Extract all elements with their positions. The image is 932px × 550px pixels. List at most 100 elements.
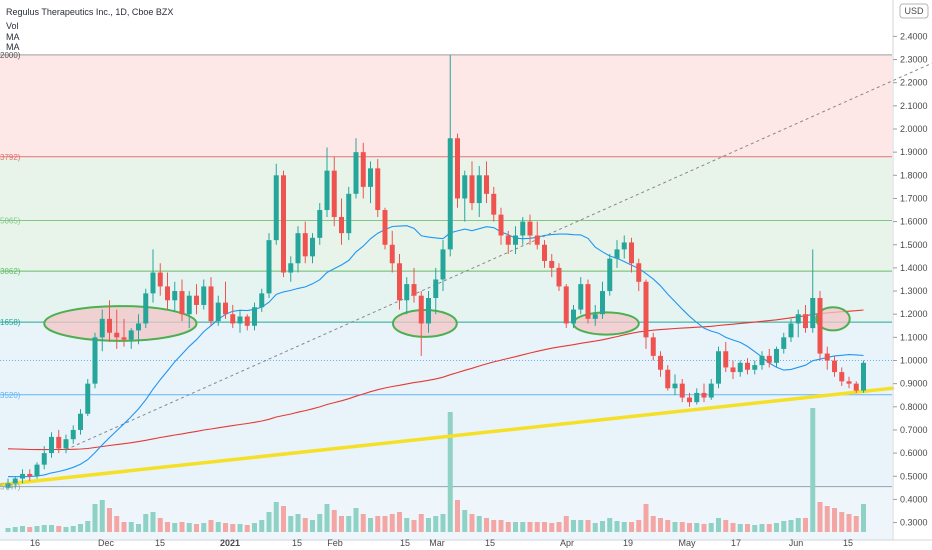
candle xyxy=(730,360,736,380)
candle-body xyxy=(70,429,76,440)
candle-body xyxy=(810,297,816,329)
candle-body xyxy=(745,362,750,370)
volume-bar xyxy=(288,516,294,532)
volume-bar xyxy=(759,524,765,532)
candle xyxy=(701,383,707,403)
candle xyxy=(78,409,83,435)
candle-body xyxy=(194,295,199,305)
y-tick-label: 2.0000 xyxy=(900,124,928,134)
legend: Regulus Therapeutics Inc., 1D, Cboe BZX … xyxy=(6,7,173,52)
candle-body xyxy=(230,314,236,324)
candle-body xyxy=(759,355,765,366)
candle-body xyxy=(107,318,112,333)
volume-bar xyxy=(817,502,823,532)
candle xyxy=(607,254,613,296)
volume-bar xyxy=(411,520,417,532)
candle xyxy=(694,388,700,405)
candle xyxy=(556,263,562,292)
candle xyxy=(201,279,207,310)
y-tick-label: 0.3000 xyxy=(900,518,928,528)
candle xyxy=(186,291,192,329)
candle xyxy=(549,254,555,278)
candle-body xyxy=(853,383,859,391)
candle-body xyxy=(302,233,308,257)
annotation-ellipse xyxy=(391,309,458,338)
candle-body xyxy=(27,473,33,477)
candle xyxy=(788,318,794,342)
volume-bar xyxy=(853,516,859,532)
candle-body xyxy=(513,235,518,245)
candle xyxy=(165,272,170,310)
volume-bar xyxy=(49,525,54,532)
volume-bar xyxy=(99,500,105,532)
candle-body xyxy=(679,383,685,398)
fib-bands xyxy=(0,54,892,540)
indicator-ma-1[interactable]: MA xyxy=(6,32,20,42)
candle-body xyxy=(389,244,395,264)
candle xyxy=(433,267,439,315)
candle-body xyxy=(563,286,569,324)
volume-bar xyxy=(63,527,69,532)
volume-bar xyxy=(520,522,526,532)
candle xyxy=(208,277,214,326)
candle-body xyxy=(317,210,323,238)
y-tick-label: 2.2000 xyxy=(900,78,928,88)
candle xyxy=(803,304,808,333)
volume-bar xyxy=(208,520,214,532)
candle xyxy=(259,288,265,312)
candle-body xyxy=(542,244,547,261)
volume-bar xyxy=(810,408,816,532)
yellow-trendline xyxy=(0,386,895,487)
candle xyxy=(244,314,250,331)
candle-body xyxy=(360,152,366,187)
x-tick-label: Feb xyxy=(327,538,343,548)
candle xyxy=(70,425,76,444)
candle xyxy=(781,332,787,354)
indicator-vol[interactable]: Vol xyxy=(6,21,19,31)
x-tick-label: Jun xyxy=(789,538,804,548)
volume-bar xyxy=(469,514,475,532)
candle xyxy=(542,240,547,268)
candle-body xyxy=(527,221,533,236)
candle-body xyxy=(56,436,62,449)
candle xyxy=(179,279,185,322)
candle xyxy=(389,230,395,273)
candle xyxy=(136,314,141,345)
currency-label[interactable]: USD xyxy=(904,6,924,16)
candle xyxy=(600,281,605,319)
candle xyxy=(469,161,475,211)
y-tick-label: 1.4000 xyxy=(900,263,928,273)
indicator-ma-2[interactable]: MA xyxy=(6,42,20,52)
candle-body xyxy=(346,193,352,234)
candle xyxy=(636,258,642,292)
candle xyxy=(484,161,489,204)
volume-bar xyxy=(194,524,199,532)
currency-box[interactable] xyxy=(899,3,929,19)
volume-bar xyxy=(273,502,279,532)
currency-selector[interactable]: USD xyxy=(899,3,929,19)
fib-label: 1658) xyxy=(0,318,21,327)
volume-bar xyxy=(701,524,707,532)
candle-body xyxy=(650,337,656,356)
y-tick-label: 1.9000 xyxy=(900,147,928,157)
candle xyxy=(324,147,330,217)
candle-body xyxy=(571,309,576,324)
candle-body xyxy=(708,383,714,398)
volume-bar xyxy=(223,523,228,532)
volume-bar xyxy=(781,521,787,532)
candle-body xyxy=(266,240,272,294)
volume-bar xyxy=(20,526,25,532)
y-tick-label: 1.3000 xyxy=(900,286,928,296)
candle-body xyxy=(331,170,337,217)
fib-label: 3792) xyxy=(0,153,21,162)
volume-bar xyxy=(92,504,98,532)
volume-bar xyxy=(578,520,584,532)
candle xyxy=(331,156,337,227)
candle xyxy=(223,281,228,319)
volume-bar xyxy=(252,523,257,532)
candle xyxy=(759,351,765,370)
candle xyxy=(737,360,743,377)
candle-body xyxy=(215,302,221,322)
volume-bar xyxy=(244,525,250,532)
